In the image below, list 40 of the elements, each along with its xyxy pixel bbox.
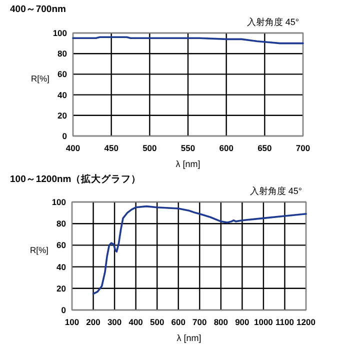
x-tick-label: 800 [214,317,228,327]
x-tick-label: 400 [66,143,80,153]
chart-title: 100～1200nm（拡大グラフ） [10,173,142,185]
y-axis-title: R[%] [31,74,50,84]
text: 入射角度 45° [246,17,300,27]
x-tick-label: 500 [142,143,158,153]
x-tick-label: 200 [86,317,101,327]
line-series [72,36,304,44]
x-axis-title: λ [nm] [176,159,200,169]
y-tick-label: 100 [52,197,66,207]
x-tick-label: 400 [128,317,144,327]
y-tick-label: 0 [61,305,66,315]
line-series [92,205,307,295]
chart-title: 400～700nm [10,4,66,15]
y-tick-label: 0 [62,131,68,141]
x-tick-label: 550 [180,143,196,153]
x-tick-label: 500 [150,317,164,327]
y-tick-label: 40 [58,90,68,100]
y-tick-label: 80 [56,218,66,229]
y-axis-title: R[%] [30,245,48,255]
x-tick-label: 1100 [276,317,294,327]
x-tick-label: 900 [235,317,250,327]
x-tick-label: 1000 [254,317,274,327]
x-tick-label: 1200 [296,317,316,327]
x-tick-label: 600 [219,143,234,153]
x-tick-label: 700 [192,317,207,327]
x-tick-label: 450 [104,143,119,153]
y-tick-label: 40 [56,262,66,272]
y-tick-label: 80 [58,48,68,59]
y-tick-label: 20 [58,110,68,120]
y-tick-label: 60 [56,240,66,250]
x-axis-title: λ [nm] [176,333,202,343]
text: 入射角度 45° [250,186,302,196]
y-tick-label: 60 [58,69,68,80]
y-tick-label: 20 [56,283,66,294]
x-tick-label: 600 [171,317,186,327]
x-tick-label: 650 [258,143,272,153]
y-tick-label: 100 [52,28,68,38]
x-tick-label: 300 [107,317,122,327]
x-tick-label: 700 [296,143,310,153]
